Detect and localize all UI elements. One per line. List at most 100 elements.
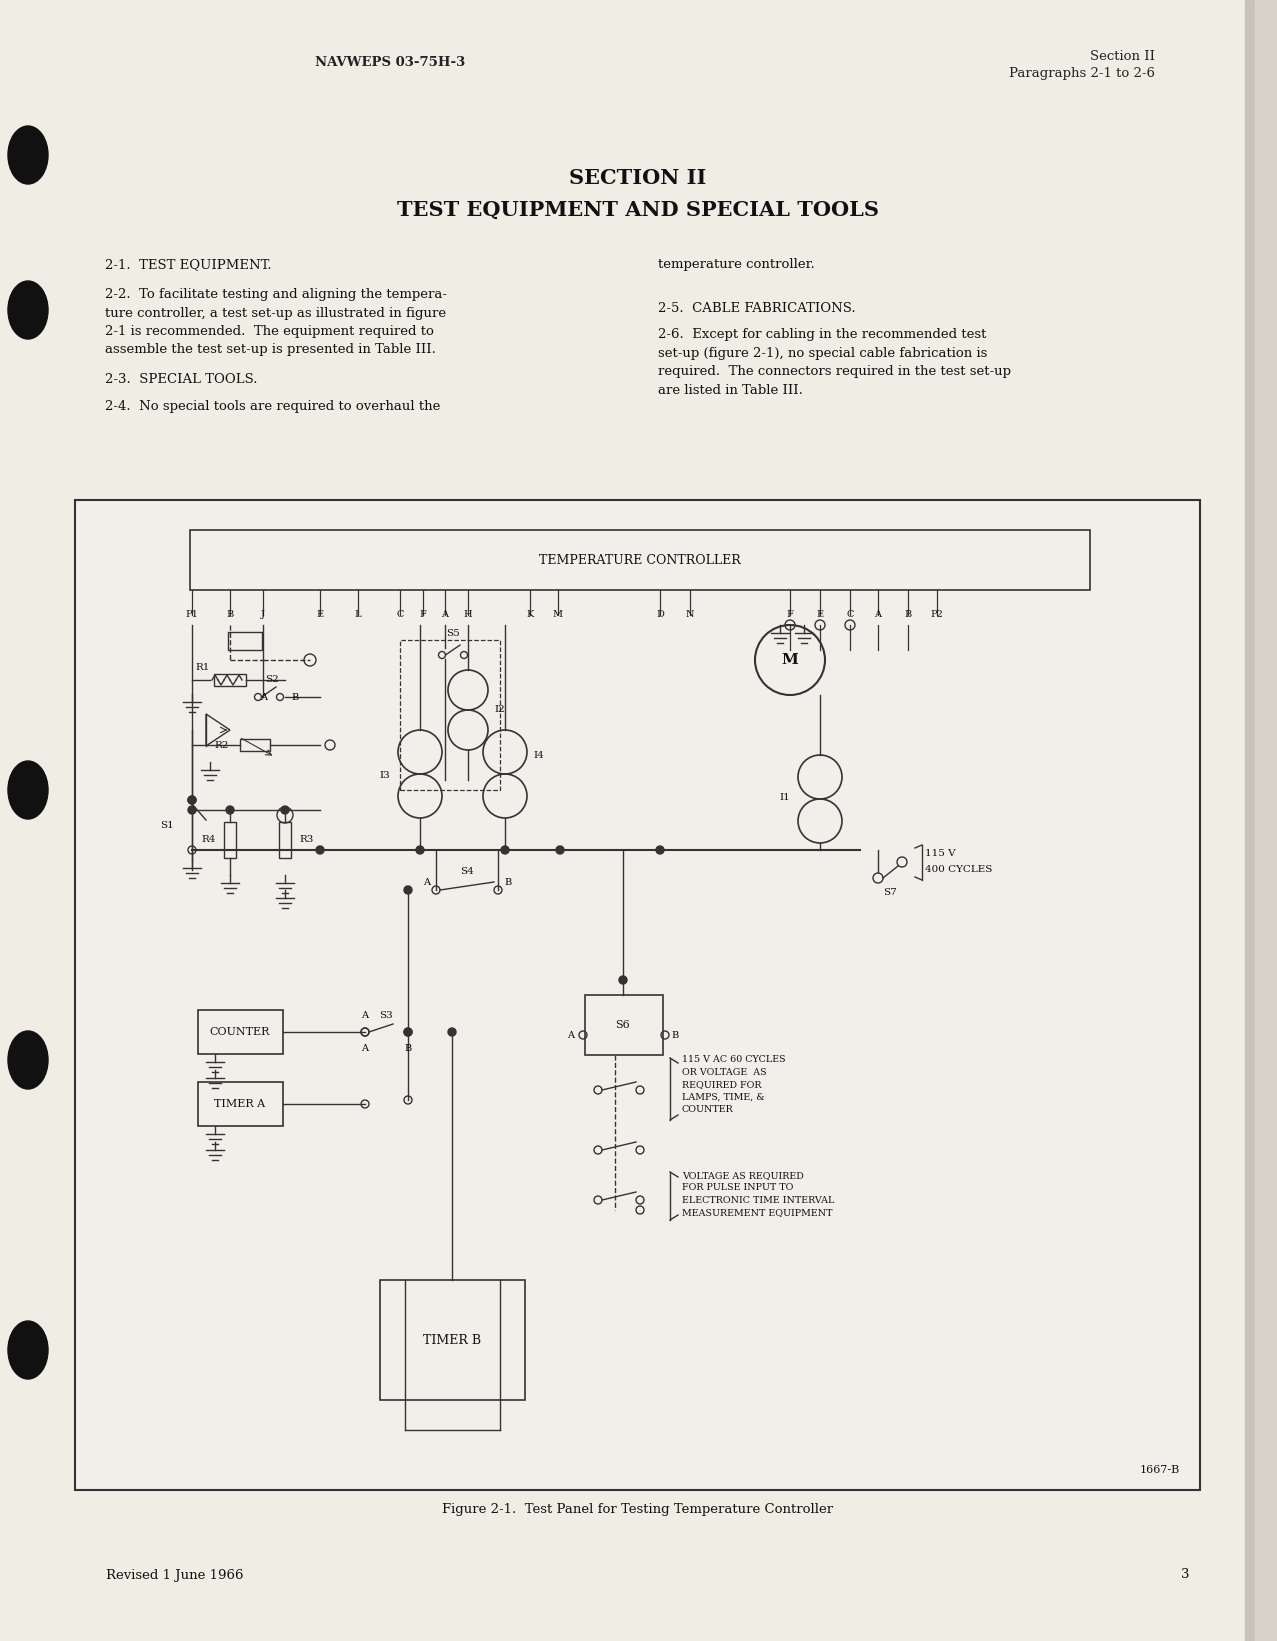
Text: N: N (686, 610, 695, 619)
Text: E: E (317, 610, 323, 619)
Text: A: A (875, 610, 881, 619)
Bar (585, 994, 663, 1055)
Text: 115 V: 115 V (925, 848, 955, 858)
Text: F: F (787, 610, 793, 619)
Text: A: A (361, 1011, 369, 1021)
Circle shape (656, 847, 664, 853)
Text: M: M (782, 653, 798, 666)
Text: B: B (904, 610, 912, 619)
Bar (198, 1081, 283, 1126)
Text: VOLTAGE AS REQUIRED
FOR PULSE INPUT TO
ELECTRONIC TIME INTERVAL
MEASUREMENT EQUI: VOLTAGE AS REQUIRED FOR PULSE INPUT TO E… (682, 1170, 834, 1218)
Bar (190, 530, 1091, 591)
Text: S5: S5 (446, 629, 460, 638)
Text: 2-5.  CABLE FABRICATIONS.: 2-5. CABLE FABRICATIONS. (658, 302, 856, 315)
Bar (215, 674, 246, 686)
Circle shape (501, 847, 510, 853)
Text: F: F (420, 610, 427, 619)
Text: I2: I2 (494, 706, 504, 714)
Text: R4: R4 (202, 835, 216, 845)
Text: 1667-B: 1667-B (1140, 1465, 1180, 1475)
Circle shape (281, 806, 289, 814)
Text: 2-1.  TEST EQUIPMENT.: 2-1. TEST EQUIPMENT. (105, 258, 272, 271)
Text: R1: R1 (195, 663, 209, 673)
Bar (75, 501, 1200, 1490)
Text: temperature controller.: temperature controller. (658, 258, 815, 271)
Text: H: H (464, 610, 472, 619)
Circle shape (315, 847, 324, 853)
Bar (240, 738, 269, 752)
Ellipse shape (8, 281, 49, 340)
Circle shape (188, 806, 195, 814)
Bar (278, 822, 291, 858)
Bar (198, 1009, 283, 1054)
Circle shape (448, 1027, 456, 1035)
Text: 2-6.  Except for cabling in the recommended test
set-up (figure 2-1), no special: 2-6. Except for cabling in the recommend… (658, 328, 1011, 397)
Text: TIMER A: TIMER A (215, 1099, 266, 1109)
Text: B: B (291, 693, 299, 702)
Text: 2-3.  SPECIAL TOOLS.: 2-3. SPECIAL TOOLS. (105, 373, 258, 386)
Text: C: C (847, 610, 854, 619)
Text: I3: I3 (379, 771, 389, 779)
Text: C: C (396, 610, 404, 619)
Text: A: A (567, 1031, 575, 1039)
Circle shape (188, 796, 195, 804)
Text: NAVWEPS 03-75H-3: NAVWEPS 03-75H-3 (315, 56, 465, 69)
Text: 3: 3 (1181, 1569, 1190, 1582)
Bar (1245, 0, 1277, 1641)
Circle shape (404, 886, 412, 894)
Text: Section II: Section II (1091, 49, 1154, 62)
Text: S6: S6 (616, 1021, 631, 1031)
Text: I4: I4 (533, 750, 544, 760)
Text: A: A (261, 693, 267, 702)
Text: S3: S3 (379, 1011, 393, 1021)
Circle shape (404, 1027, 412, 1035)
Text: A: A (442, 610, 448, 619)
Text: K: K (526, 610, 534, 619)
Text: R3: R3 (299, 835, 313, 845)
Text: E: E (816, 610, 824, 619)
Text: Paragraphs 2-1 to 2-6: Paragraphs 2-1 to 2-6 (1009, 67, 1154, 80)
Text: J: J (261, 610, 266, 619)
Circle shape (416, 847, 424, 853)
Text: I1: I1 (779, 794, 790, 802)
Text: P1: P1 (185, 610, 198, 619)
Text: 400 CYCLES: 400 CYCLES (925, 865, 992, 875)
Text: TEST EQUIPMENT AND SPECIAL TOOLS: TEST EQUIPMENT AND SPECIAL TOOLS (397, 200, 879, 220)
Bar (381, 1280, 525, 1400)
Circle shape (226, 806, 234, 814)
Circle shape (555, 847, 564, 853)
Text: 2-4.  No special tools are required to overhaul the: 2-4. No special tools are required to ov… (105, 400, 441, 414)
Text: P2: P2 (931, 610, 944, 619)
Ellipse shape (8, 1321, 49, 1378)
Text: B: B (405, 1044, 411, 1054)
Text: Figure 2-1.  Test Panel for Testing Temperature Controller: Figure 2-1. Test Panel for Testing Tempe… (442, 1503, 834, 1516)
Bar (229, 632, 262, 650)
Text: A: A (361, 1044, 369, 1054)
Text: S4: S4 (460, 866, 474, 876)
Text: S7: S7 (884, 888, 896, 898)
Text: 2-2.  To facilitate testing and aligning the tempera-
ture controller, a test se: 2-2. To facilitate testing and aligning … (105, 289, 447, 356)
Text: S2: S2 (266, 674, 278, 684)
Text: Revised 1 June 1966: Revised 1 June 1966 (106, 1569, 244, 1582)
Text: A: A (423, 878, 430, 888)
Ellipse shape (8, 761, 49, 819)
Bar (400, 640, 501, 789)
Circle shape (619, 976, 627, 985)
Text: B: B (504, 878, 511, 888)
Text: S1: S1 (160, 820, 174, 829)
Text: R2: R2 (215, 740, 229, 750)
Text: B: B (226, 610, 234, 619)
Bar (223, 822, 236, 858)
Text: M: M (553, 610, 563, 619)
Bar (1255, 0, 1277, 1641)
Text: 115 V AC 60 CYCLES
OR VOLTAGE  AS
REQUIRED FOR
LAMPS, TIME, &
COUNTER: 115 V AC 60 CYCLES OR VOLTAGE AS REQUIRE… (682, 1055, 785, 1114)
Text: TEMPERATURE CONTROLLER: TEMPERATURE CONTROLLER (539, 553, 741, 566)
Text: COUNTER: COUNTER (209, 1027, 271, 1037)
Text: D: D (656, 610, 664, 619)
Text: TIMER B: TIMER B (423, 1334, 481, 1347)
Ellipse shape (8, 126, 49, 184)
Text: SECTION II: SECTION II (570, 167, 706, 189)
Text: B: B (672, 1031, 678, 1039)
Ellipse shape (8, 1031, 49, 1090)
Text: L: L (355, 610, 361, 619)
